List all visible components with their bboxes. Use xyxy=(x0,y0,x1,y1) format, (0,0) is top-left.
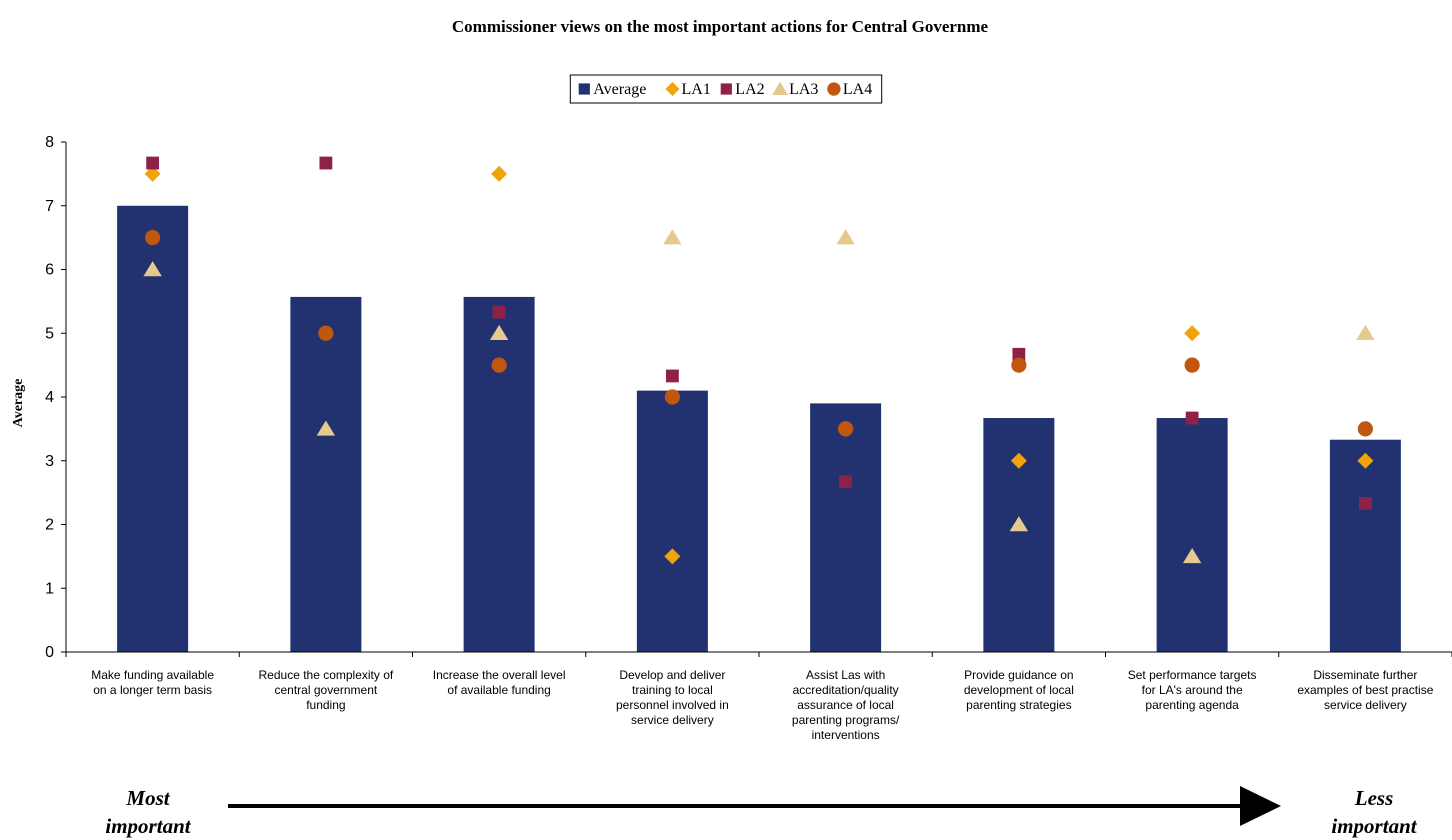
data-point-la2 xyxy=(1358,497,1372,510)
data-point-la1 xyxy=(1357,452,1374,469)
y-tick-label: 7 xyxy=(45,198,54,215)
data-point-la3 xyxy=(1182,547,1202,564)
data-point-la4 xyxy=(664,389,680,405)
x-category-label: Set performance targets for LA's around t… xyxy=(1128,668,1257,712)
bar xyxy=(463,296,535,652)
legend-marker-la4 xyxy=(827,82,841,96)
data-point-la2 xyxy=(1185,411,1199,425)
data-point-la3 xyxy=(663,229,682,245)
data-point-la3 xyxy=(316,420,336,436)
legend-label-la4: LA4 xyxy=(843,81,872,98)
x-category-label: Increase the overall level of available f… xyxy=(433,668,566,697)
y-tick-label: 6 xyxy=(45,262,54,279)
data-point-la4 xyxy=(491,357,507,373)
data-point-la2 xyxy=(319,156,333,170)
data-point-la3 xyxy=(836,229,855,245)
less-important-label: Less important xyxy=(1331,786,1417,838)
x-category-label: Develop and deliver training to local pers… xyxy=(616,668,729,727)
data-point-la4 xyxy=(838,421,854,437)
most-important-label: Most important xyxy=(105,786,191,838)
importance-annotation: Most important Less important xyxy=(105,786,1418,838)
y-tick-label: 8 xyxy=(45,134,54,151)
bar xyxy=(290,296,362,652)
legend-label-la1: LA1 xyxy=(682,81,711,98)
y-axis: 0 1 2 3 4 5 6 7 8 Average xyxy=(11,134,67,661)
y-tick-label: 3 xyxy=(45,453,54,470)
y-tick-label: 1 xyxy=(45,580,54,597)
legend-label-la3: LA3 xyxy=(789,81,818,98)
bar xyxy=(636,390,708,652)
data-point-la1 xyxy=(1010,452,1027,469)
data-point-la1 xyxy=(664,548,681,565)
data-point-la3 xyxy=(143,261,162,277)
y-axis-label: Average xyxy=(11,379,26,428)
bar xyxy=(1156,418,1228,652)
data-point-la4 xyxy=(318,325,334,341)
data-point-la2 xyxy=(665,369,679,383)
bar xyxy=(117,205,189,652)
y-tick-label: 2 xyxy=(45,517,54,534)
legend-label-la2: LA2 xyxy=(735,81,764,98)
x-category-label: Assist Las with accreditation/quality assu… xyxy=(792,668,900,742)
legend-marker-la2 xyxy=(720,83,732,95)
x-category-label: Provide guidance on development of local p… xyxy=(964,668,1074,712)
data-point-la2 xyxy=(146,156,160,170)
chart-title: Commissioner views on the most important… xyxy=(452,17,989,36)
x-category-label: Reduce the complexity of central governme… xyxy=(259,668,394,712)
importance-arrow-head xyxy=(1240,786,1281,826)
data-point-la4 xyxy=(1184,357,1200,373)
legend: Average LA1 LA2 LA3 LA4 xyxy=(569,74,883,104)
bars xyxy=(117,205,1401,652)
legend-marker-la1 xyxy=(665,82,680,96)
data-point-la3 xyxy=(1356,324,1375,341)
data-point-la2 xyxy=(492,305,506,319)
data-point-la4 xyxy=(1011,357,1027,373)
y-tick-label: 0 xyxy=(45,644,54,661)
y-tick-label: 4 xyxy=(45,389,54,406)
data-point-la2 xyxy=(839,475,853,489)
legend-label-average: Average xyxy=(593,81,646,98)
data-point-la4 xyxy=(1357,421,1373,437)
legend-marker-average xyxy=(578,83,590,95)
scatter-points xyxy=(143,156,1375,565)
data-point-la3 xyxy=(489,324,509,341)
data-point-la1 xyxy=(1184,325,1201,342)
data-point-la3 xyxy=(1009,516,1029,532)
bar xyxy=(1329,439,1401,652)
data-point-la1 xyxy=(491,165,508,182)
data-point-la2 xyxy=(1012,347,1026,361)
x-category-label: Make funding available on a longer term b… xyxy=(91,668,214,697)
x-category-label: Disseminate further examples of best prac… xyxy=(1297,668,1433,712)
data-point-la1 xyxy=(144,165,161,182)
bar xyxy=(810,403,882,652)
x-axis: Make funding available on a longer term b… xyxy=(65,651,1452,742)
data-point-la4 xyxy=(145,230,161,246)
legend-marker-la3 xyxy=(772,81,789,95)
y-tick-label: 5 xyxy=(45,325,54,342)
